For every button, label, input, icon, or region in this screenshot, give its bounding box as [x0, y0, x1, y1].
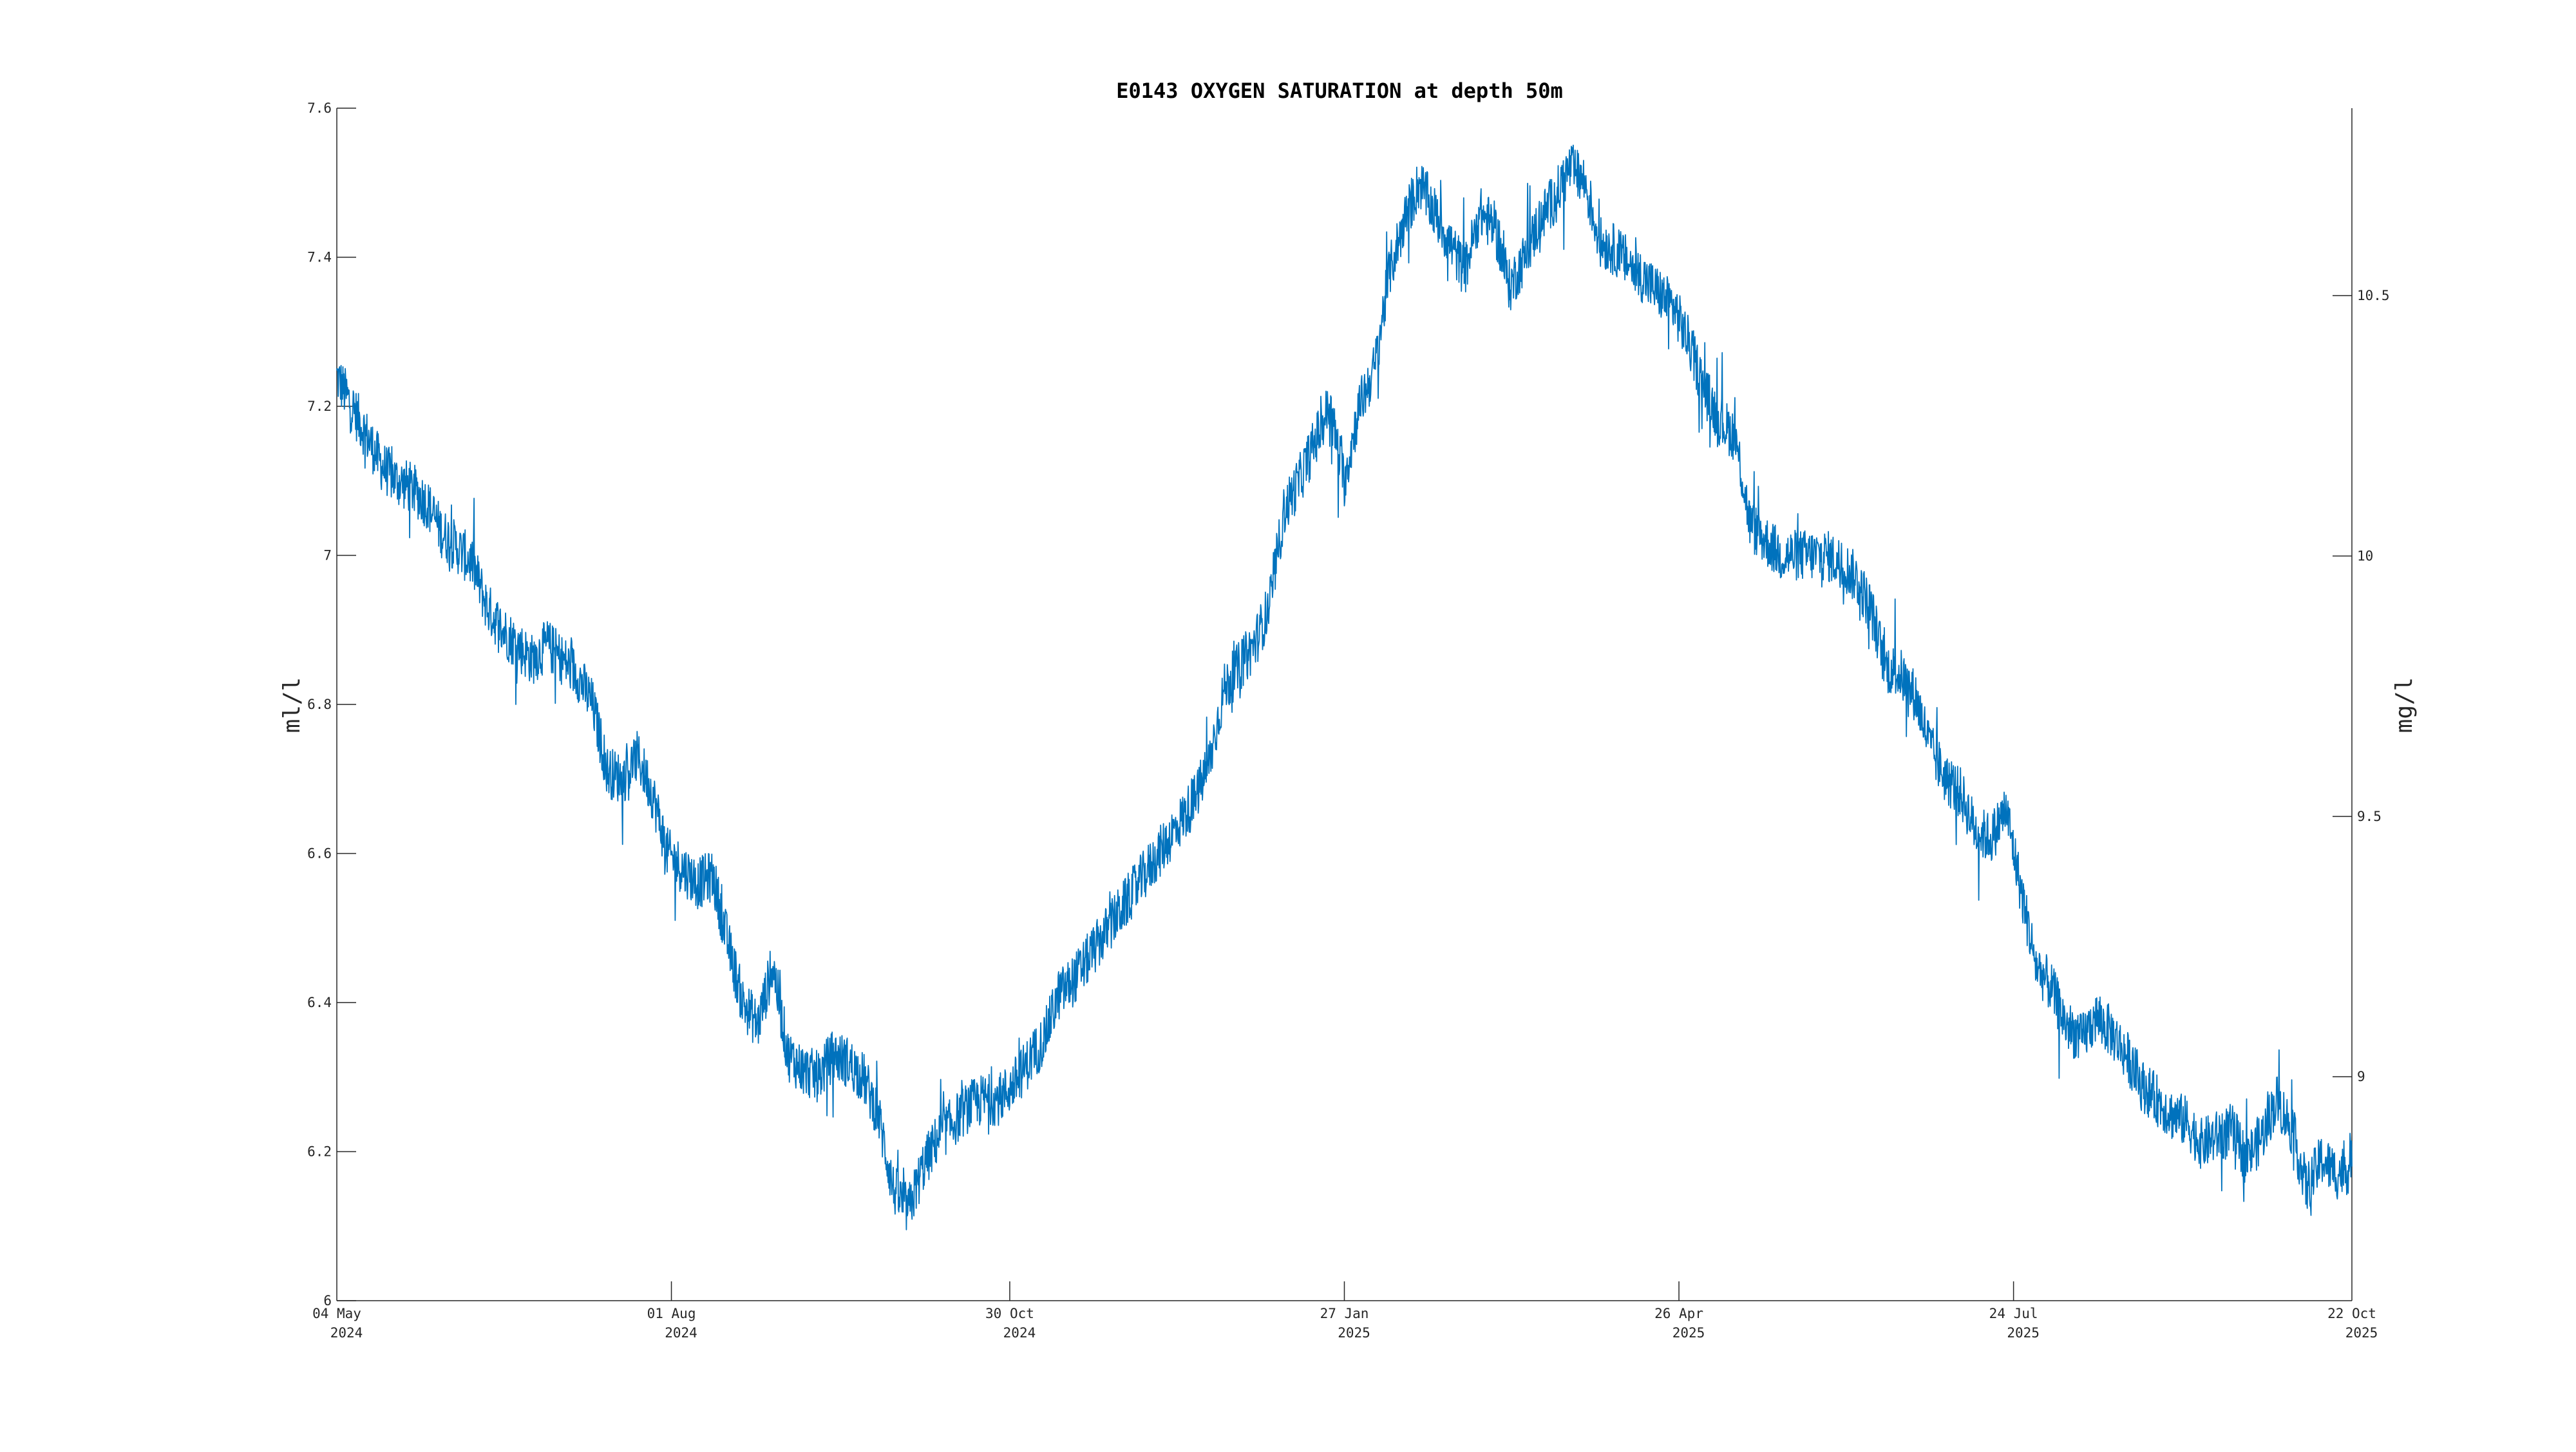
axes: 6 6.2 6.4 6.6 6.8 7 7.2 7.4 7.6 9 9.5 10 10.5 04 May 2… [307, 100, 2390, 1341]
left-tick-label: 7.6 [307, 100, 332, 116]
x-tick-label-year: 2024 [330, 1325, 363, 1341]
series-layer [336, 144, 2353, 1230]
x-tick-label-date: 04 May [312, 1306, 361, 1321]
x-tick-label-date: 22 Oct [2327, 1306, 2376, 1321]
left-axis-label: ml/l [279, 677, 305, 733]
right-axis-label: mg/l [2391, 677, 2418, 733]
x-tick-label-year: 2025 [1672, 1325, 1705, 1341]
chart-title: E0143 OXYGEN SATURATION at depth 50m [1116, 79, 1563, 103]
right-tick-label: 9 [2357, 1069, 2365, 1084]
left-tick-label: 6.2 [307, 1144, 332, 1160]
left-tick-label: 6.6 [307, 846, 332, 862]
x-tick-label-date: 30 Oct [985, 1306, 1034, 1321]
x-tick-label-year: 2024 [665, 1325, 697, 1341]
left-tick-label: 6 [323, 1293, 332, 1308]
x-tick-label-date: 27 Jan [1320, 1306, 1369, 1321]
x-tick-label-year: 2025 [2007, 1325, 2040, 1341]
x-tick-label-date: 01 Aug [647, 1306, 696, 1321]
right-tick-label: 10 [2357, 549, 2373, 564]
right-tick-label: 10.5 [2357, 288, 2390, 303]
left-tick-label: 7.2 [307, 399, 332, 414]
oxygen-series-line [336, 144, 2353, 1230]
left-tick-label: 6.8 [307, 697, 332, 712]
right-tick-label: 9.5 [2357, 809, 2382, 824]
x-tick-label-year: 2025 [1338, 1325, 1370, 1341]
x-tick-label-date: 24 Jul [1989, 1306, 2038, 1321]
left-tick-label: 7 [323, 548, 332, 563]
x-tick-label-year: 2025 [2345, 1325, 2378, 1341]
x-tick-label-year: 2024 [1003, 1325, 1036, 1341]
left-tick-label: 6.4 [307, 995, 332, 1010]
left-tick-label: 7.4 [307, 250, 332, 265]
x-tick-label-date: 26 Apr [1654, 1306, 1703, 1321]
